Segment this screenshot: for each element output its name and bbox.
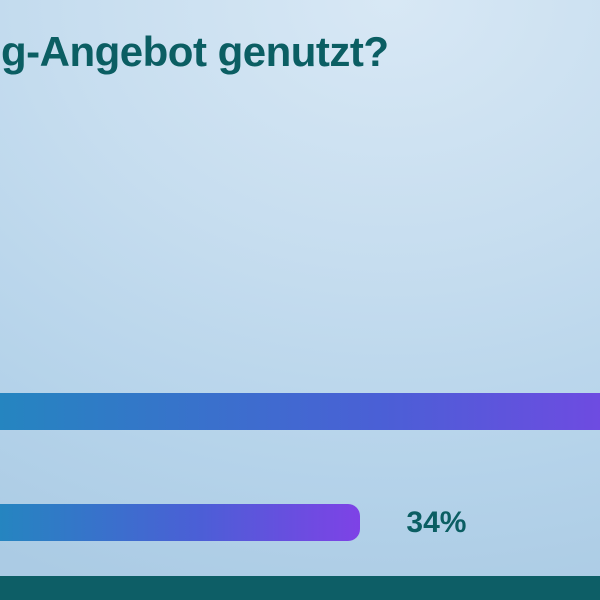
bottom-accent-bar [0,576,600,600]
result-bar-1 [0,393,600,430]
poll-question-title: g-Angebot genutzt? [1,28,389,75]
result-bar-2 [0,504,361,541]
result-bar-2-percent-label: 34% [406,505,467,539]
